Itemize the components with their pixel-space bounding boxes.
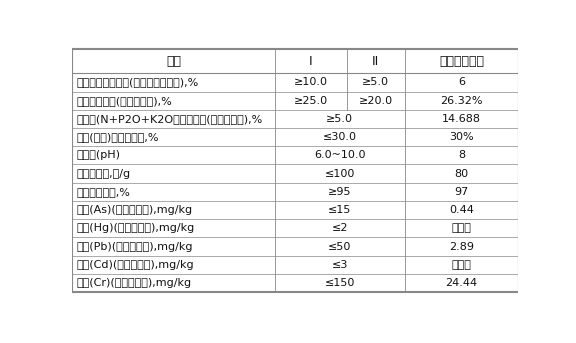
Text: ≤2: ≤2 — [332, 223, 348, 233]
Text: ≥5.0: ≥5.0 — [327, 114, 353, 124]
Text: 8: 8 — [458, 150, 465, 161]
Text: ≤50: ≤50 — [328, 241, 351, 251]
Text: 碳的质量分数(以烘干基计),%: 碳的质量分数(以烘干基计),% — [77, 96, 172, 106]
Text: 24.44: 24.44 — [445, 278, 478, 288]
Text: 6: 6 — [458, 78, 465, 87]
Text: 蛆虫卵死亡率,%: 蛆虫卵死亡率,% — [77, 187, 130, 197]
Text: 30%: 30% — [449, 132, 474, 142]
Text: ≤30.0: ≤30.0 — [323, 132, 357, 142]
Text: 本发明测量值: 本发明测量值 — [439, 55, 484, 68]
Text: 总养分(N+P2O+K2O的质量分数(以烘干基计),%: 总养分(N+P2O+K2O的质量分数(以烘干基计),% — [77, 114, 263, 124]
Text: 大肠菌群数,个/g: 大肠菌群数,个/g — [77, 169, 131, 179]
Text: ≤150: ≤150 — [325, 278, 355, 288]
Text: ≥20.0: ≥20.0 — [358, 96, 393, 106]
Text: 26.32%: 26.32% — [440, 96, 483, 106]
Text: 0.44: 0.44 — [449, 205, 474, 215]
Text: 酸碱度(pH): 酸碱度(pH) — [77, 150, 120, 161]
Text: 2.89: 2.89 — [449, 241, 474, 251]
Text: 80: 80 — [454, 169, 468, 179]
Text: ≤100: ≤100 — [325, 169, 355, 179]
Text: 生物炭的质量分数(以固定碳含量计),%: 生物炭的质量分数(以固定碳含量计),% — [77, 78, 199, 87]
Text: ≥10.0: ≥10.0 — [294, 78, 328, 87]
Text: 总砷(As)(以烘干基计),mg/kg: 总砷(As)(以烘干基计),mg/kg — [77, 205, 192, 215]
Text: 总铬(Cr)(以烘干基计),mg/kg: 总铬(Cr)(以烘干基计),mg/kg — [77, 278, 192, 288]
Text: 6.0~10.0: 6.0~10.0 — [314, 150, 366, 161]
Text: II: II — [372, 55, 379, 68]
Text: ≥25.0: ≥25.0 — [294, 96, 328, 106]
Text: ≤3: ≤3 — [332, 260, 348, 270]
Text: 未检出: 未检出 — [452, 260, 471, 270]
Text: 14.688: 14.688 — [442, 114, 481, 124]
Text: 97: 97 — [454, 187, 469, 197]
Text: ≥95: ≥95 — [328, 187, 351, 197]
Text: 项目: 项目 — [166, 55, 181, 68]
Text: 总汞(Hg)(以烘干基计),mg/kg: 总汞(Hg)(以烘干基计),mg/kg — [77, 223, 195, 233]
Text: ≤15: ≤15 — [328, 205, 351, 215]
Text: 水分(鲜样)的质量分数,%: 水分(鲜样)的质量分数,% — [77, 132, 159, 142]
Text: 总铅(Pb)(以烘干基计),mg/kg: 总铅(Pb)(以烘干基计),mg/kg — [77, 241, 193, 251]
Text: I: I — [309, 55, 313, 68]
Text: 总镉(Cd)(以烘干基计),mg/kg: 总镉(Cd)(以烘干基计),mg/kg — [77, 260, 194, 270]
Text: 未检出: 未检出 — [452, 223, 471, 233]
Text: ≥5.0: ≥5.0 — [362, 78, 389, 87]
